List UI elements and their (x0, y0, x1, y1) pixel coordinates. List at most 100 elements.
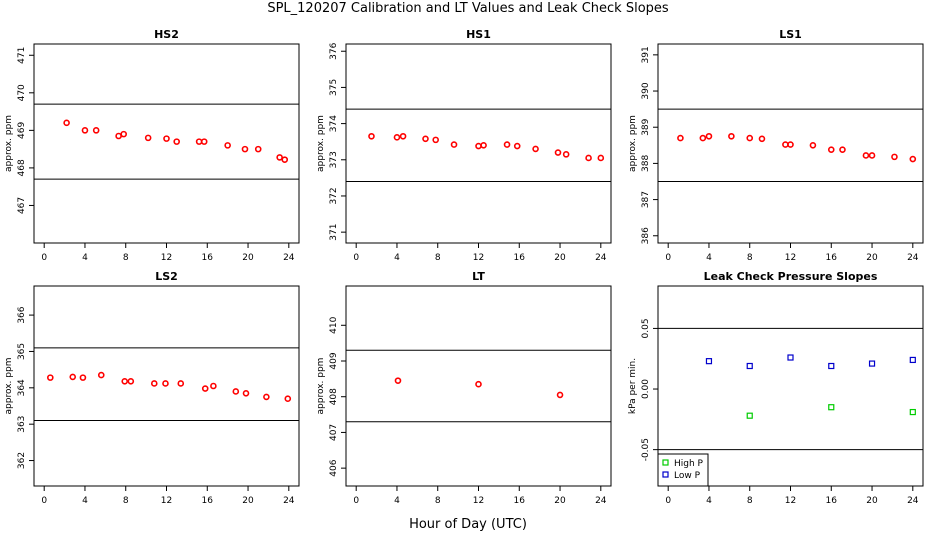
data-point (69, 373, 77, 381)
x-tick-label: 8 (747, 253, 753, 263)
panel-title: HS1 (466, 28, 491, 41)
data-point (677, 134, 684, 142)
x-tick-label: 24 (283, 253, 295, 263)
data-point (746, 412, 753, 419)
data-point (173, 138, 180, 145)
x-tick-label: 24 (907, 496, 919, 506)
data-point (562, 151, 570, 158)
data-point (554, 149, 562, 156)
y-tick-label: 467 (17, 197, 27, 214)
x-tick-label: 16 (826, 253, 838, 263)
y-tick-label: 0.05 (641, 318, 651, 338)
x-tick-label: 24 (595, 253, 607, 263)
data-point (200, 138, 208, 145)
x-tick-label: 24 (907, 253, 919, 263)
data-point (909, 155, 917, 163)
data-point (503, 141, 511, 148)
data-point (809, 142, 817, 149)
data-point (828, 404, 835, 411)
y-tick-label: -0.05 (641, 438, 651, 461)
data-point (195, 138, 203, 145)
data-point (868, 360, 876, 367)
x-tick-label: 4 (82, 496, 88, 506)
x-tick-label: 12 (785, 253, 796, 263)
y-tick-label: 389 (641, 118, 651, 135)
x-tick-label: 20 (242, 253, 254, 263)
data-point (47, 374, 54, 381)
x-tick-label: 24 (283, 496, 295, 506)
y-tick-label: 406 (329, 459, 339, 476)
x-tick-label: 12 (161, 496, 172, 506)
x-tick-label: 24 (595, 496, 607, 506)
data-point (746, 362, 753, 370)
x-tick-label: 8 (123, 496, 129, 506)
y-tick-label: 388 (641, 155, 651, 172)
data-point (232, 388, 240, 395)
data-point (393, 134, 401, 141)
data-point (513, 142, 521, 150)
y-axis-label: approx. ppm (4, 358, 14, 415)
legend-label: High P (674, 459, 704, 469)
x-tick-label: 12 (473, 253, 484, 263)
data-point (162, 380, 169, 387)
y-tick-label: 366 (17, 306, 27, 323)
data-point (699, 134, 707, 142)
data-point (97, 371, 105, 379)
y-tick-label: 408 (329, 388, 339, 405)
chart-panel-5: LT 0 4 8 12 16 20 24 406 407 408 409 410 approx. ppm (316, 270, 612, 506)
data-point (787, 354, 794, 361)
y-tick-label: 386 (641, 227, 651, 244)
data-point (705, 358, 713, 365)
data-point (839, 146, 846, 153)
panel-title: LT (472, 270, 485, 283)
data-point (868, 152, 876, 159)
legend-marker (662, 459, 669, 466)
x-tick-label: 0 (353, 253, 359, 263)
y-tick-label: 407 (329, 424, 339, 441)
data-point (432, 136, 439, 144)
x-tick-label: 12 (473, 496, 484, 506)
data-point (79, 374, 87, 381)
y-tick-label: 471 (17, 47, 27, 64)
data-point (585, 154, 592, 162)
y-axis-label: approx. ppm (628, 115, 638, 172)
x-tick-label: 4 (394, 253, 400, 263)
data-point (150, 380, 158, 387)
y-tick-label: 362 (17, 452, 27, 469)
data-point (862, 152, 870, 159)
x-tick-label: 8 (123, 253, 129, 263)
data-point (728, 132, 735, 140)
data-point (81, 127, 89, 134)
x-tick-label: 20 (242, 496, 254, 506)
data-point (254, 145, 262, 153)
data-point (475, 380, 482, 388)
data-point (909, 356, 916, 364)
y-tick-label: 363 (17, 416, 27, 433)
x-tick-label: 16 (514, 253, 526, 263)
chart-panel-2: HS1 0 4 8 12 16 20 24 371 372 373 374 375 376 approx. … (316, 28, 612, 263)
data-point (909, 408, 916, 416)
panel-title: Leak Check Pressure Slopes (704, 270, 878, 283)
x-tick-label: 12 (161, 253, 172, 263)
data-point (368, 132, 375, 140)
data-point (532, 145, 539, 153)
x-tick-label: 20 (866, 253, 878, 263)
x-tick-label: 0 (41, 496, 47, 506)
y-tick-label: 364 (17, 379, 27, 396)
panel-title: LS1 (779, 28, 802, 41)
y-tick-label: 371 (329, 224, 339, 241)
data-point (422, 135, 429, 143)
data-point (177, 380, 185, 387)
data-point (263, 393, 270, 401)
y-tick-label: 390 (641, 82, 651, 99)
x-tick-label: 8 (435, 253, 441, 263)
y-tick-label: 365 (17, 343, 27, 360)
y-tick-label: 469 (17, 122, 27, 139)
x-tick-label: 20 (866, 496, 878, 506)
y-tick-label: 409 (329, 352, 339, 369)
data-point (450, 141, 458, 148)
y-tick-label: 410 (329, 316, 339, 333)
data-point (597, 154, 605, 162)
data-point (782, 141, 789, 148)
